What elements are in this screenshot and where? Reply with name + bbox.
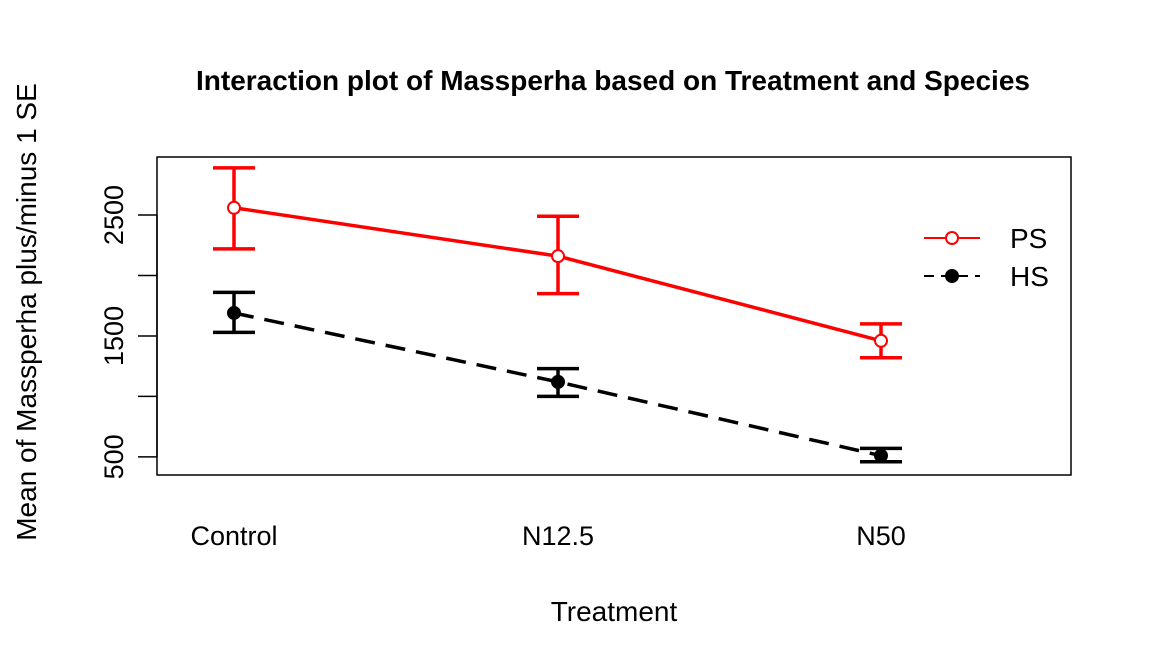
legend: PS HS <box>924 223 1049 292</box>
series-line-hs <box>233 311 882 458</box>
data-point <box>874 333 888 348</box>
legend-label: HS <box>1010 261 1049 292</box>
series-hs <box>213 290 902 464</box>
data-point <box>227 305 241 320</box>
x-tick-label: Control <box>190 521 277 551</box>
y-tick-label: 500 <box>99 434 129 479</box>
chart-title: Interaction plot of Massperha based on T… <box>196 65 1030 96</box>
y-axis: 500 1500 2500 <box>99 185 158 479</box>
x-axis-label: Treatment <box>551 596 678 627</box>
series-layer <box>213 166 902 464</box>
plot-frame <box>156 156 1072 476</box>
legend-item-hs: HS <box>924 261 1049 292</box>
y-tick-label: 1500 <box>99 306 129 366</box>
y-tick-label: 2500 <box>99 185 129 245</box>
y-axis-label: Mean of Massperha plus/minus 1 SE <box>11 83 42 541</box>
x-axis: Control N12.5 N50 <box>190 521 905 551</box>
data-point <box>551 374 565 389</box>
x-tick-label: N12.5 <box>522 521 594 551</box>
legend-marker <box>945 231 959 245</box>
x-tick-label: N50 <box>856 521 906 551</box>
data-point <box>874 448 888 463</box>
legend-label: PS <box>1010 223 1047 254</box>
series-ps <box>213 166 902 360</box>
data-point <box>227 200 241 215</box>
legend-marker <box>945 269 959 283</box>
legend-item-ps: PS <box>924 223 1047 254</box>
data-point <box>551 249 565 264</box>
